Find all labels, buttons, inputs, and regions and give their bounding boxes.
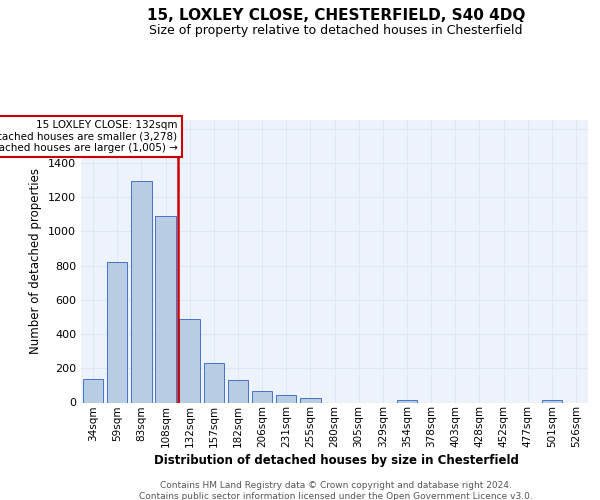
Text: Contains public sector information licensed under the Open Government Licence v3: Contains public sector information licen…	[139, 492, 533, 500]
Text: 15, LOXLEY CLOSE, CHESTERFIELD, S40 4DQ: 15, LOXLEY CLOSE, CHESTERFIELD, S40 4DQ	[147, 8, 525, 22]
Text: Size of property relative to detached houses in Chesterfield: Size of property relative to detached ho…	[149, 24, 523, 37]
Bar	[203, 362, 224, 403]
Bar	[252, 390, 272, 402]
Bar	[155, 216, 176, 402]
Bar	[83, 378, 103, 402]
Bar	[300, 398, 320, 402]
Text: Distribution of detached houses by size in Chesterfield: Distribution of detached houses by size …	[154, 454, 518, 467]
Bar	[227, 380, 248, 402]
Bar	[107, 262, 127, 402]
Text: 15 LOXLEY CLOSE: 132sqm
← 76% of detached houses are smaller (3,278)
23% of semi: 15 LOXLEY CLOSE: 132sqm ← 76% of detache…	[0, 120, 178, 153]
Bar	[542, 400, 562, 402]
Text: Contains HM Land Registry data © Crown copyright and database right 2024.: Contains HM Land Registry data © Crown c…	[160, 481, 512, 490]
Bar	[276, 395, 296, 402]
Y-axis label: Number of detached properties: Number of detached properties	[29, 168, 43, 354]
Bar	[179, 320, 200, 402]
Bar	[131, 181, 152, 402]
Bar	[397, 400, 417, 402]
